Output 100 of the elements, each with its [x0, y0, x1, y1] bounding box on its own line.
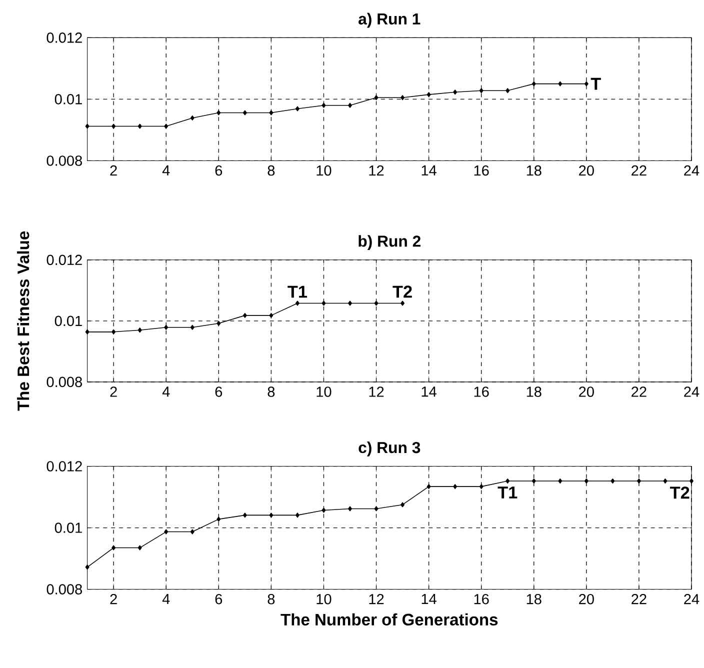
point	[453, 484, 458, 490]
x-tick-label: 24	[684, 594, 700, 604]
point	[216, 516, 221, 522]
x-tick-label: 2	[110, 166, 117, 176]
point	[190, 529, 194, 534]
point	[295, 106, 300, 112]
point	[479, 88, 484, 94]
y-tick-label: 0.012	[46, 32, 82, 43]
x-tick-label: 18	[526, 386, 542, 398]
point	[216, 321, 221, 326]
x-tick-label: 22	[632, 166, 646, 176]
y-tick-label: 0.008	[46, 156, 82, 166]
point	[348, 300, 352, 306]
point	[374, 95, 378, 100]
y-tick-label: 0.012	[46, 461, 82, 472]
x-tick-label: 14	[422, 386, 436, 397]
point	[532, 478, 536, 484]
point	[112, 330, 116, 335]
x-tick-label: 12	[369, 594, 384, 604]
point	[164, 124, 168, 129]
chart-title: c) Run 3	[358, 442, 420, 456]
x-tick-label: 12	[369, 386, 384, 397]
annotation: T	[590, 78, 601, 90]
point	[269, 512, 274, 518]
x-tick-label: 16	[474, 594, 489, 604]
point	[85, 124, 90, 129]
point	[506, 478, 510, 484]
point	[138, 545, 142, 550]
x-tick-label: 12	[369, 166, 384, 176]
x-tick-label: 2	[110, 386, 117, 397]
point	[85, 330, 90, 335]
point	[374, 300, 378, 306]
point	[85, 564, 90, 570]
point	[164, 324, 168, 330]
annotation: T2	[392, 286, 412, 298]
point	[426, 484, 431, 490]
point	[190, 116, 194, 121]
point	[269, 313, 274, 318]
y-tick-label: 0.01	[54, 316, 82, 326]
annotation: T2	[670, 486, 690, 499]
point	[400, 95, 405, 100]
y-tick-label: 0.008	[46, 376, 82, 388]
y-tick-label: 0.01	[54, 522, 82, 534]
point	[663, 478, 668, 484]
point	[690, 478, 694, 484]
point	[138, 124, 142, 129]
point	[584, 81, 588, 86]
x-tick-label: 18	[526, 594, 542, 604]
x-tick-label: 10	[316, 166, 332, 176]
point	[584, 478, 588, 484]
chart-title: b) Run 2	[358, 235, 421, 250]
x-tick-label: 6	[215, 594, 222, 604]
x-tick-label: 20	[579, 386, 594, 398]
point	[322, 102, 326, 108]
x-tick-label: 20	[579, 166, 594, 176]
y-tick-label: 0.008	[46, 584, 82, 595]
y-tick-label: 0.012	[46, 254, 82, 266]
point	[400, 502, 405, 508]
point	[242, 313, 247, 318]
x-tick-label: 8	[268, 166, 275, 176]
point	[322, 508, 326, 513]
x-tick-label: 16	[474, 386, 489, 398]
x-tick-label: 10	[316, 594, 332, 604]
x-tick-label: 6	[215, 386, 222, 398]
point	[164, 529, 168, 534]
point	[269, 110, 274, 116]
point	[374, 506, 378, 512]
y-tick-label: 0.01	[54, 94, 82, 105]
point	[190, 324, 194, 330]
x-tick-label: 4	[162, 594, 170, 604]
point	[242, 110, 247, 116]
point	[242, 512, 247, 518]
point	[636, 478, 641, 484]
x-tick-label: 14	[422, 594, 436, 604]
point	[322, 300, 326, 306]
x-tick-label: 22	[632, 594, 646, 604]
x-axis-title: The Number of Generations	[280, 614, 498, 626]
x-tick-label: 20	[579, 594, 594, 604]
y-axis-title: The Best Fitness Value	[17, 232, 30, 411]
point	[112, 545, 116, 550]
annotation: T1	[498, 486, 518, 499]
x-tick-label: 16	[474, 166, 489, 176]
point	[479, 484, 484, 490]
x-tick-label: 8	[268, 594, 275, 604]
point	[506, 88, 510, 94]
point	[138, 328, 142, 333]
point	[610, 478, 615, 484]
x-tick-label: 4	[162, 166, 170, 176]
x-tick-label: 6	[215, 166, 222, 176]
x-tick-label: 22	[632, 386, 646, 397]
x-tick-label: 18	[526, 166, 542, 176]
point	[558, 478, 562, 484]
point	[453, 90, 458, 95]
x-tick-label: 8	[268, 386, 275, 398]
point	[426, 92, 431, 98]
point	[295, 512, 300, 518]
x-tick-label: 24	[684, 386, 700, 397]
point	[348, 506, 352, 512]
annotation: T1	[288, 286, 308, 298]
point	[295, 300, 300, 306]
